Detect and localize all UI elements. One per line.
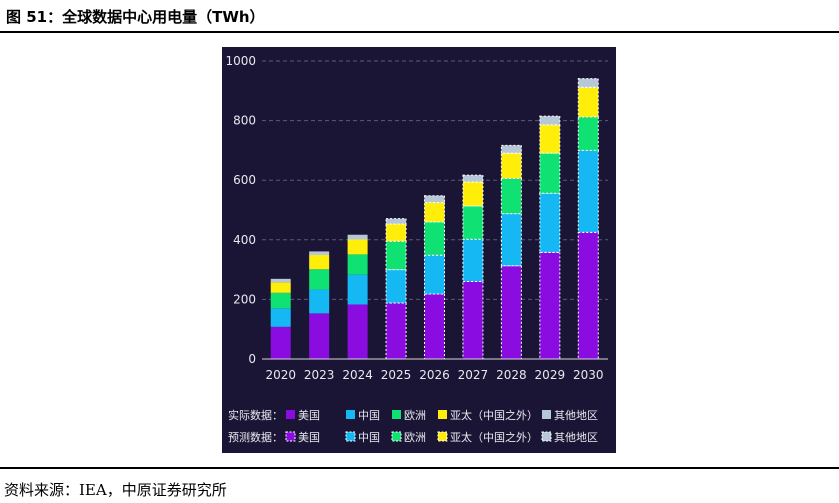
bar-segment	[462, 181, 484, 207]
bar-segment	[462, 281, 484, 360]
bar-segment	[539, 251, 561, 360]
x-tick-label: 2023	[304, 368, 335, 382]
legend-series-name: 亚太（中国之外）	[450, 408, 538, 422]
legend-swatch	[541, 431, 552, 442]
y-tick-label: 0	[248, 352, 256, 366]
x-tick-label: 2026	[419, 368, 450, 382]
legend-swatch	[542, 410, 551, 419]
bar-segment	[539, 192, 561, 253]
bar-segment	[424, 254, 445, 295]
bar-segment	[500, 144, 522, 154]
bar-segment	[500, 213, 522, 267]
bar-segment	[539, 115, 561, 126]
bar-segment	[270, 278, 291, 283]
y-tick-label: 400	[233, 233, 256, 247]
legend-series-name: 中国	[358, 431, 380, 444]
bar-segment	[462, 238, 484, 283]
bar-segment	[500, 265, 522, 360]
bar-segment	[309, 251, 330, 255]
legend-swatch	[285, 431, 296, 442]
legend-swatch	[438, 410, 447, 419]
bar-segment	[385, 218, 407, 225]
bar-segment	[347, 254, 368, 275]
legend-series-name: 美国	[298, 409, 320, 422]
bar-segment	[385, 223, 407, 242]
bar-segment	[577, 231, 599, 360]
legend-swatch	[345, 431, 356, 442]
bar-segment	[500, 177, 522, 215]
bar-segment	[270, 308, 291, 327]
legend-swatch	[392, 410, 401, 419]
legend-swatch	[391, 431, 402, 442]
x-tick-label: 2027	[458, 368, 489, 382]
x-tick-label: 2024	[342, 368, 373, 382]
legend-series-name: 欧洲	[404, 409, 426, 422]
x-axis-ticks: 2020 2023 2024 2025 2026 2027 2028 2029 2030	[265, 368, 603, 382]
figure-title: 图 51：全球数据中心用电量（TWh）	[6, 8, 265, 26]
bar-segment	[577, 78, 599, 88]
bar-segment	[424, 293, 445, 360]
bar-segment	[424, 202, 445, 223]
legend-series-name: 亚太（中国之外）	[450, 430, 538, 444]
bar-segment	[424, 221, 445, 256]
legend-series-name: 美国	[298, 431, 320, 444]
source-rule	[0, 467, 839, 469]
legend-series-name: 中国	[358, 409, 380, 422]
bar-segment	[347, 234, 368, 240]
bar-segment	[385, 302, 407, 360]
legend-series-name: 其他地区	[554, 409, 598, 422]
bar-segment	[385, 240, 407, 271]
bar-segment	[500, 152, 522, 179]
x-tick-label: 2030	[573, 368, 604, 382]
bar-stacks	[270, 78, 599, 360]
bar-segment	[270, 326, 291, 359]
y-tick-label: 600	[233, 173, 256, 187]
bar-segment	[347, 274, 368, 305]
legend-swatch	[437, 431, 448, 442]
bar-segment	[347, 304, 368, 359]
chart-panel: 0 200 400 600 800 1000 2020 2023 2024 2025 2026 20…	[222, 47, 616, 453]
title-rule	[0, 31, 839, 33]
bar-segment	[347, 239, 368, 255]
bar-segment	[462, 205, 484, 240]
bar-segment	[539, 124, 561, 154]
bar-segment	[424, 195, 445, 204]
bar-segment	[539, 152, 561, 194]
bar-segment	[270, 292, 291, 309]
bar-segment	[462, 174, 484, 183]
bar-segment	[309, 269, 330, 290]
legend-series-name: 欧洲	[404, 431, 426, 444]
y-tick-label: 1000	[225, 54, 256, 68]
bar-segment	[385, 269, 407, 304]
legend-swatch	[346, 410, 355, 419]
bar-segment	[309, 254, 330, 270]
bar-segment	[577, 116, 599, 151]
bar-segment	[309, 313, 330, 359]
y-tick-label: 800	[233, 114, 256, 128]
legend-row-label: 预测数据：	[228, 430, 283, 444]
x-tick-label: 2025	[381, 368, 412, 382]
legend-series-name: 其他地区	[554, 431, 598, 444]
bar-segment	[577, 149, 599, 233]
y-axis-ticks: 0 200 400 600 800 1000	[225, 54, 256, 366]
y-tick-label: 200	[233, 292, 256, 306]
bar-segment	[577, 86, 599, 118]
source-note: 资料来源：IEA，中原证券研究所	[4, 481, 227, 499]
x-tick-label: 2028	[496, 368, 527, 382]
bar-segment	[270, 282, 291, 293]
legend-row-label: 实际数据：	[228, 408, 283, 422]
x-tick-label: 2020	[265, 368, 296, 382]
legend-swatch	[286, 410, 295, 419]
bar-segment	[309, 289, 330, 314]
x-tick-label: 2029	[535, 368, 566, 382]
